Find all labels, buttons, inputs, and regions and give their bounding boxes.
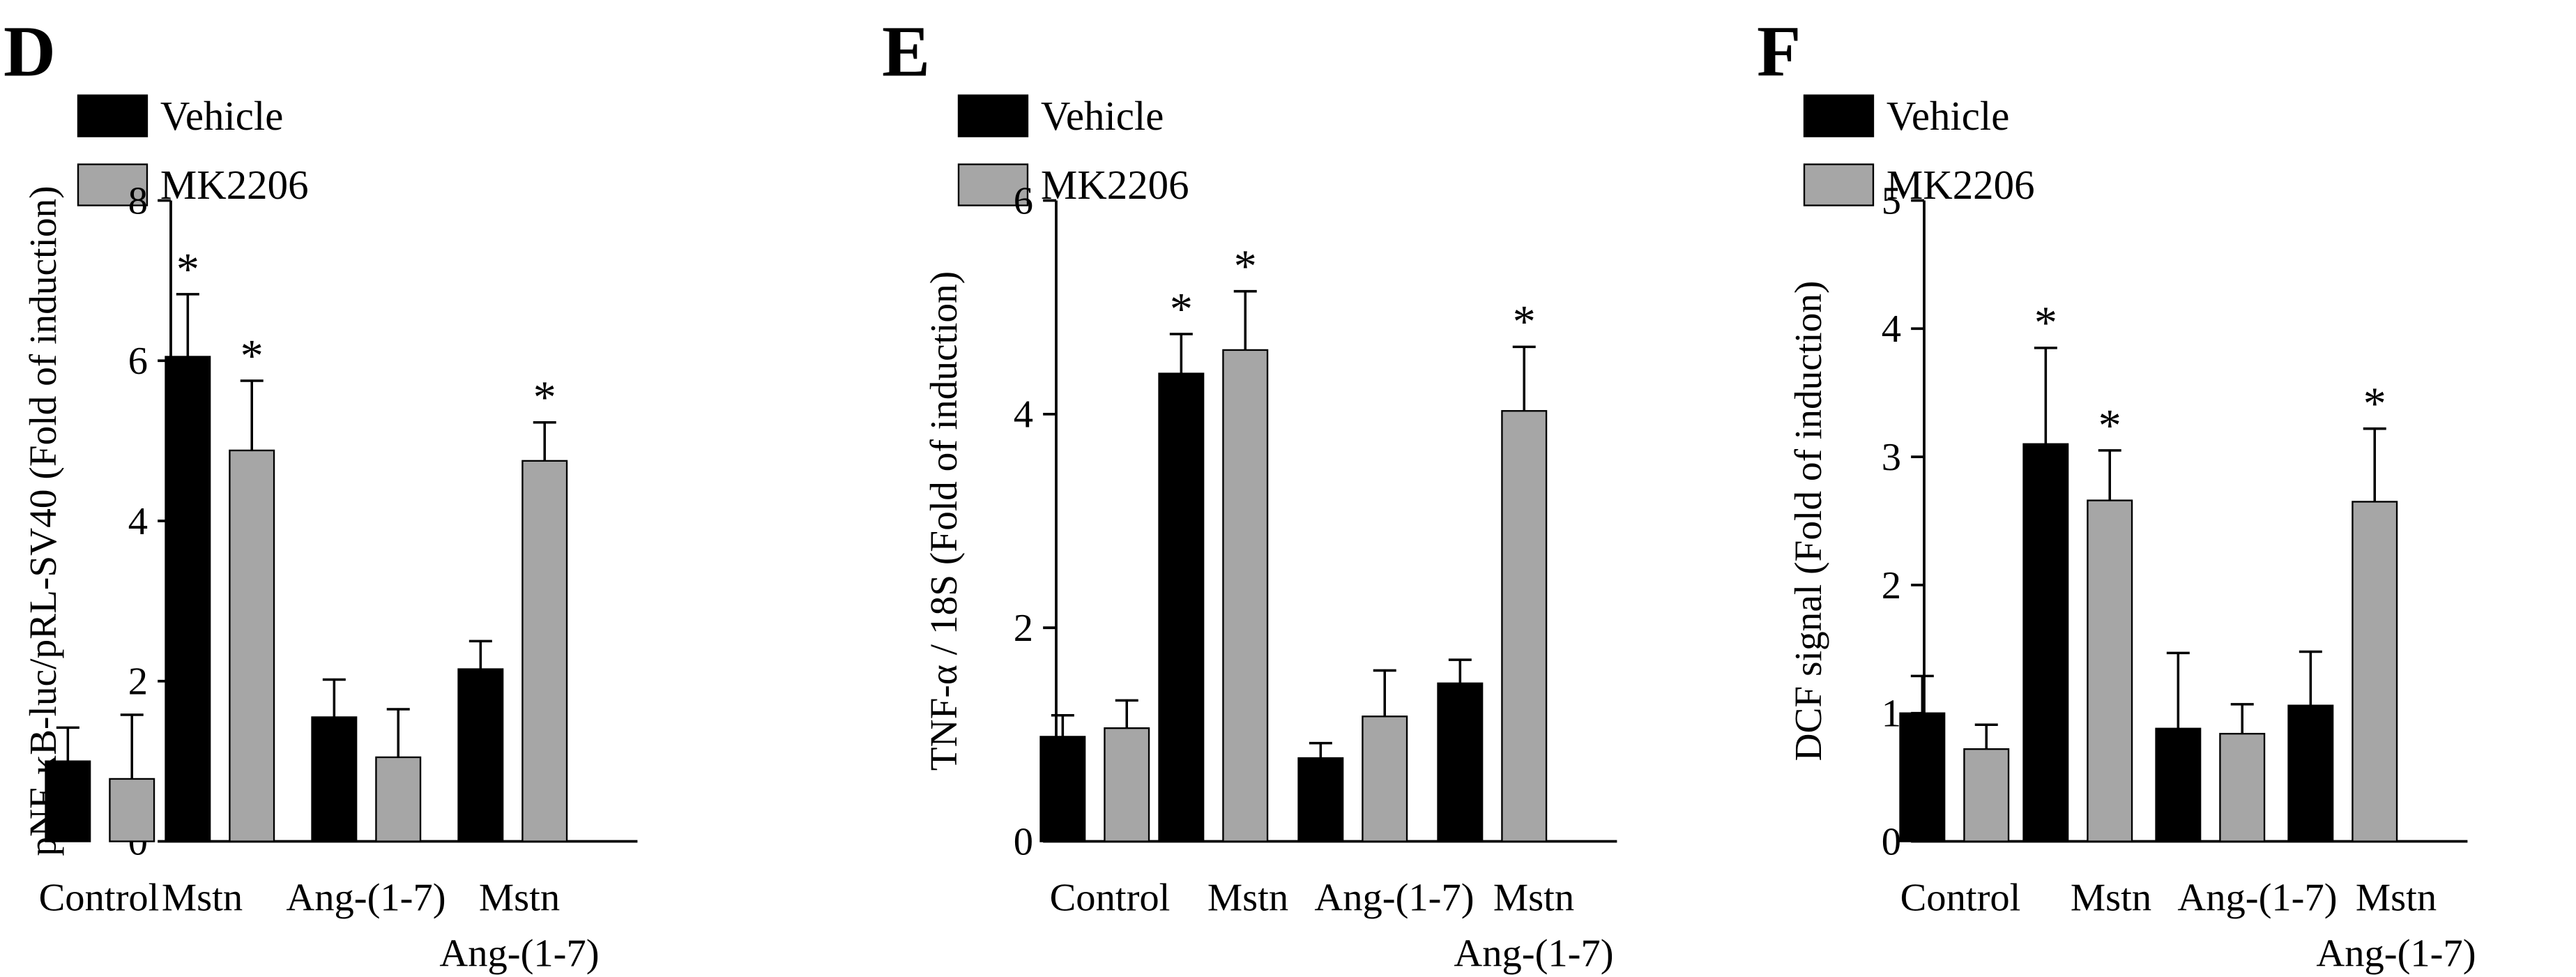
legend-label-mk2206: MK2206: [1041, 162, 1189, 208]
bar-mk2206: [375, 756, 422, 842]
category-label-line: Ang-(1-7): [439, 932, 599, 976]
y-tick-label: 6: [128, 340, 148, 383]
y-tick-label: 8: [128, 179, 148, 222]
y-tick-label: 0: [1882, 820, 1901, 863]
category-label-line: Ang-(1-7): [1314, 877, 1474, 920]
legend-label-vehicle: Vehicle: [1041, 93, 1164, 139]
bar-vehicle: [457, 668, 504, 842]
figure-scale-group: D Vehicle MK2206 0 2 4 6 8 pNF-κB-luc/pRL-SV40 (…: [3, 12, 2476, 975]
significance-star: *: [2034, 298, 2057, 349]
y-axis-label: TNF-α / 18S (Fold of induction): [922, 271, 965, 771]
category-label-line: Mstn: [1493, 877, 1574, 920]
category-label-line: Mstn: [2071, 877, 2151, 920]
legend-swatch-vehicle: [1803, 94, 1875, 137]
legend-label-vehicle: Vehicle: [1887, 93, 2010, 139]
bar-vehicle: [1158, 372, 1205, 842]
y-tick-label: 0: [1014, 820, 1033, 863]
y-tick-label: 2: [1014, 607, 1033, 650]
panel-letter: E: [882, 12, 930, 91]
category-label: Mstn: [1207, 877, 1288, 920]
category-label-line: Control: [39, 877, 160, 920]
legend-swatch-mk2206: [957, 163, 1029, 206]
category-label-line: Ang-(1-7): [2177, 877, 2337, 920]
significance-star: *: [1170, 284, 1193, 335]
category-label: Ang-(1-7): [286, 877, 445, 920]
bar-mk2206: [1104, 727, 1150, 842]
category-label: Mstn: [162, 877, 243, 920]
significance-star: *: [533, 372, 556, 423]
y-tick-label: 2: [1882, 564, 1901, 607]
category-label-line: Control: [1900, 877, 2021, 920]
category-label-line: Mstn: [1207, 877, 1288, 920]
bar-mk2206: [1501, 410, 1548, 842]
y-tick-label: 5: [1882, 179, 1901, 222]
category-label: Mstn Ang-(1-7): [439, 877, 599, 976]
panel-letter: F: [1757, 12, 1801, 91]
y-axis-label: pNF-κB-luc/pRL-SV40 (Fold of induction): [22, 185, 64, 856]
y-tick-label: 4: [1014, 393, 1033, 437]
bar-mk2206: [1963, 748, 2010, 842]
y-tick-label: 3: [1882, 436, 1901, 479]
legend-label-mk2206: MK2206: [160, 162, 309, 208]
panel-d: DVehicleMK220602468pNF-κB-luc/pRL-SV40 (…: [3, 12, 638, 976]
significance-star: *: [176, 244, 199, 295]
category-label-line: Ang-(1-7): [286, 877, 445, 920]
y-tick-label: 4: [128, 500, 148, 543]
category-label: Ang-(1-7): [2177, 877, 2337, 920]
bar-vehicle: [45, 760, 91, 842]
category-label-line: Mstn: [2356, 877, 2437, 920]
bar-mk2206: [521, 460, 568, 842]
category-label: Control: [1900, 877, 2021, 920]
significance-star: *: [241, 331, 264, 381]
category-label-line: Ang-(1-7): [2316, 932, 2476, 976]
bar-vehicle: [1437, 682, 1484, 842]
bar-vehicle: [311, 716, 358, 842]
panel-letter: D: [3, 12, 56, 91]
category-label-line: Mstn: [479, 877, 560, 920]
panel-f: F Vehicle MK2206 0 1 2 3 4 5 DCF signal (Fold of …: [1757, 12, 2476, 975]
bar-vehicle: [2155, 727, 2202, 842]
bar-mk2206: [2352, 501, 2398, 842]
bar-mk2206: [2087, 499, 2133, 842]
bar-mk2206: [1222, 349, 1269, 842]
category-label: Control: [1050, 877, 1171, 920]
y-tick-label: 4: [1882, 308, 1901, 351]
legend-swatch-mk2206: [77, 163, 148, 206]
category-label: Mstn Ang-(1-7): [2316, 877, 2476, 976]
y-axis-label: DCF signal (Fold of induction): [1787, 281, 1829, 762]
bar-vehicle: [2022, 443, 2069, 842]
bar-vehicle: [1899, 712, 1946, 842]
category-label: Mstn Ang-(1-7): [1454, 877, 1613, 976]
significance-star: *: [1234, 241, 1257, 292]
bar-vehicle: [165, 356, 211, 842]
category-label-line: Mstn: [162, 877, 243, 920]
significance-star: *: [2098, 400, 2121, 451]
legend-label-vehicle: Vehicle: [160, 93, 284, 139]
significance-star: *: [2363, 379, 2386, 430]
category-label: Mstn: [2071, 877, 2151, 920]
y-tick-label: 2: [128, 660, 148, 704]
bar-mk2206: [109, 778, 155, 842]
bar-vehicle: [1297, 757, 1344, 842]
legend-swatch-vehicle: [957, 94, 1029, 137]
category-label-line: Control: [1050, 877, 1171, 920]
significance-star: *: [1513, 296, 1536, 347]
bar-vehicle: [2287, 704, 2334, 842]
bar-mk2206: [1362, 715, 1408, 842]
bar-mk2206: [229, 449, 275, 842]
category-label: Control: [39, 877, 160, 920]
bar-mk2206: [2219, 732, 2266, 842]
y-tick-label: 6: [1014, 179, 1033, 222]
category-label-line: Ang-(1-7): [1454, 932, 1613, 976]
legend-swatch-mk2206: [1803, 163, 1875, 206]
bar-vehicle: [1039, 736, 1086, 842]
legend-label-mk2206: MK2206: [1887, 162, 2035, 208]
category-label: Ang-(1-7): [1314, 877, 1474, 920]
legend-swatch-vehicle: [77, 94, 148, 137]
y-tick-label: 1: [1882, 692, 1901, 736]
panel-e: E Vehicle MK2206 0 2 4 6 TNF-α / 18S (Fold of i…: [882, 12, 1617, 976]
